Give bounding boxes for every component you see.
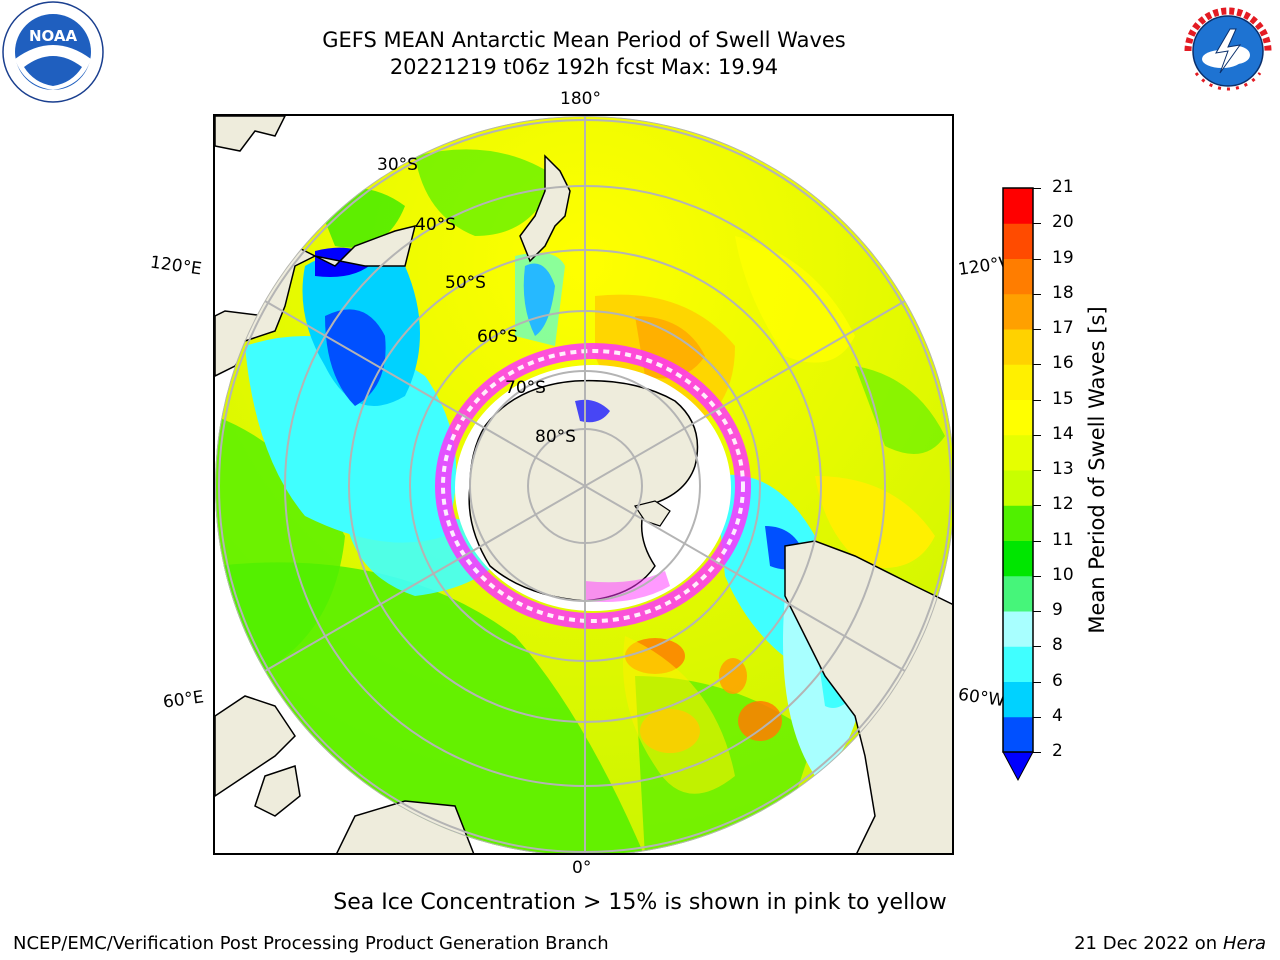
colorbar-cell — [1003, 470, 1033, 506]
colorbar-cell — [1003, 188, 1033, 224]
colorbar-under-arrow — [1002, 751, 1034, 782]
colorbar-tick-mark — [1033, 540, 1041, 542]
colorbar-label: Mean Period of Swell Waves [s] — [1085, 306, 1109, 634]
colorbar-tick-label: 19 — [1052, 247, 1074, 268]
lon-label-120e: 120°E — [148, 252, 203, 280]
sea-ice-caption: Sea Ice Concentration > 15% is shown in … — [333, 890, 947, 915]
colorbar-tick-label: 15 — [1052, 388, 1074, 409]
lat-label-40s: 40°S — [415, 215, 456, 235]
colorbar-tick-mark — [1033, 575, 1041, 577]
colorbar-tick-label: 21 — [1052, 177, 1074, 197]
colorbar-tick-label: 12 — [1052, 494, 1074, 515]
chart-subtitle: 20221219 t06z 192h fcst Max: 19.94 — [389, 55, 779, 79]
lat-label-50s: 50°S — [445, 273, 486, 293]
colorbar-tick-mark — [1033, 681, 1041, 683]
colorbar-tick-mark — [1033, 364, 1041, 366]
colorbar-tick-mark — [1033, 752, 1041, 753]
footer-host: Hera — [1222, 933, 1266, 954]
map-canvas: 30°S 40°S 50°S 60°S 70°S 80°S — [215, 116, 952, 853]
lon-label-60e: 60°E — [161, 687, 206, 713]
nws-logo — [1180, 3, 1276, 99]
lon-label-180: 180° — [560, 89, 601, 109]
colorbar-cell — [1003, 681, 1033, 718]
lat-label-70s: 70°S — [505, 378, 546, 398]
lat-label-60s: 60°S — [477, 327, 518, 347]
lon-label-0: 0° — [572, 858, 592, 878]
colorbar-tick-mark — [1033, 399, 1041, 401]
colorbar-cell — [1003, 611, 1033, 647]
colorbar-tick-mark — [1033, 434, 1041, 436]
colorbar-tick-label: 2 — [1052, 741, 1063, 761]
colorbar-tick-mark — [1033, 188, 1041, 189]
lon-label-60w: 60°W — [956, 684, 1007, 712]
colorbar-tick-label: 17 — [1052, 318, 1074, 338]
colorbar-tick-label: 13 — [1052, 459, 1074, 479]
colorbar-tick-label: 4 — [1052, 705, 1063, 726]
colorbar-tick-mark — [1033, 223, 1041, 225]
colorbar-tick-label: 11 — [1052, 529, 1074, 550]
colorbar-tick-label: 6 — [1052, 670, 1063, 691]
colorbar-cell — [1003, 575, 1033, 612]
colorbar-tick-mark — [1033, 505, 1041, 507]
antarctica-sea-ice — [435, 343, 751, 629]
colorbar-tick-mark — [1033, 258, 1041, 260]
colorbar-cell — [1003, 646, 1033, 682]
colorbar-tick-mark — [1033, 611, 1041, 612]
colorbar-tick-label: 18 — [1052, 282, 1074, 303]
footer-date-text: 21 Dec 2022 on — [1074, 933, 1218, 954]
noaa-logo: NOAA — [2, 1, 104, 103]
colorbar-cell — [1003, 716, 1033, 753]
colorbar-tick-mark — [1033, 646, 1041, 648]
lat-label-30s: 30°S — [377, 155, 418, 175]
colorbar-tick-label: 8 — [1052, 635, 1063, 656]
colorbar-cell — [1003, 258, 1033, 295]
colorbar-tick-label: 16 — [1052, 353, 1074, 374]
colorbar-cell — [1003, 399, 1033, 436]
colorbar-cell — [1003, 329, 1033, 365]
colorbar — [1002, 187, 1034, 782]
colorbar-tick-label: 9 — [1052, 600, 1063, 620]
colorbar-cell — [1003, 223, 1033, 259]
chart-title: GEFS MEAN Antarctic Mean Period of Swell… — [322, 28, 846, 52]
colorbar-cell — [1003, 505, 1033, 541]
colorbar-cell — [1003, 434, 1033, 471]
colorbar-tick-label: 14 — [1052, 423, 1074, 444]
colorbar-tick-mark — [1033, 293, 1041, 295]
colorbar-tick-label: 20 — [1052, 212, 1074, 233]
colorbar-tick-label: 10 — [1052, 564, 1074, 585]
lat-label-80s: 80°S — [535, 427, 576, 447]
colorbar-cell — [1003, 364, 1033, 400]
colorbar-cell — [1003, 293, 1033, 330]
footer-branch: NCEP/EMC/Verification Post Processing Pr… — [13, 933, 609, 954]
colorbar-tick-mark — [1033, 329, 1041, 330]
graticule — [215, 116, 952, 853]
polar-map: 30°S 40°S 50°S 60°S 70°S 80°S — [213, 114, 954, 855]
colorbar-tick-mark — [1033, 716, 1041, 718]
svg-text:NOAA: NOAA — [29, 27, 78, 45]
colorbar-cell — [1003, 540, 1033, 577]
colorbar-tick-mark — [1033, 470, 1041, 471]
footer-date: 21 Dec 2022 on Hera — [1074, 933, 1266, 954]
